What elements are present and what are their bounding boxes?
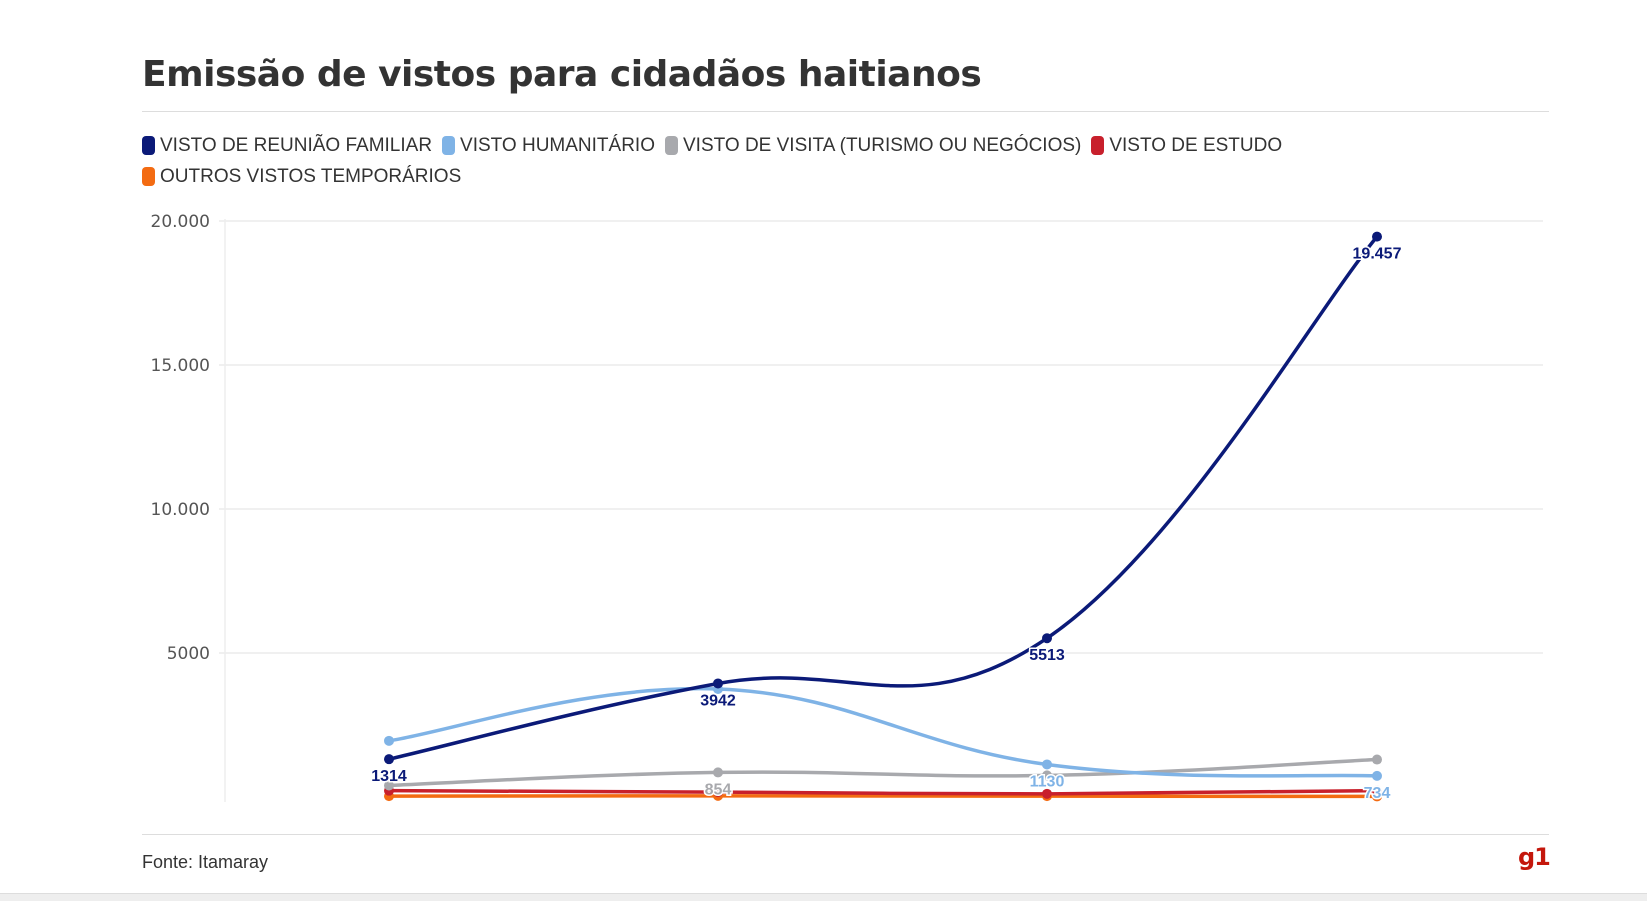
legend-label: VISTO DE ESTUDO: [1109, 135, 1283, 156]
y-tick-label: 20.000: [151, 212, 210, 232]
data-label: 19.457: [1353, 246, 1402, 263]
legend-item-reuniao-familiar[interactable]: VISTO DE REUNIÃO FAMILIAR: [142, 132, 432, 159]
legend-swatch-icon: [665, 136, 678, 155]
series-lines: [387, 234, 1379, 799]
legend-swatch-icon: [142, 167, 155, 186]
data-label: 734: [1364, 785, 1391, 802]
data-label: 1314: [371, 768, 407, 785]
legend-item-humanitario[interactable]: VISTO HUMANITÁRIO: [442, 132, 655, 159]
data-point[interactable]: [1042, 633, 1052, 644]
legend-swatch-icon: [142, 136, 155, 155]
legend-swatch-icon: [442, 136, 456, 155]
data-point[interactable]: [1372, 231, 1382, 242]
data-point[interactable]: [713, 787, 723, 798]
legend-swatch-icon: [1091, 136, 1105, 155]
data-point[interactable]: [713, 767, 723, 778]
data-labels: 1314 3942 5513 19.457 1130 734 854: [370, 244, 1403, 803]
grid: [219, 219, 1543, 802]
data-label: 3942: [700, 692, 736, 709]
legend-label: VISTO DE VISITA (TURISMO OU NEGÓCIOS): [683, 135, 1082, 156]
legend-label: VISTO DE REUNIÃO FAMILIAR: [160, 135, 433, 156]
bottom-bar: [0, 893, 1647, 901]
y-tick-label: 10.000: [151, 500, 210, 520]
data-point[interactable]: [1372, 754, 1382, 765]
data-label: 5513: [1029, 647, 1065, 664]
data-points: [384, 231, 1382, 802]
data-point[interactable]: [713, 678, 723, 689]
series-line-0: [387, 234, 1379, 761]
legend-label: OUTROS VISTOS TEMPORÁRIOS: [160, 166, 462, 187]
footer-divider: [142, 834, 1549, 835]
line-chart: 5000 10.000 15.000 20.000 1314 3942 5513 19.45…: [151, 212, 1543, 803]
legend: VISTO DE REUNIÃO FAMILIAR VISTO HUMANITÁ…: [142, 132, 1542, 194]
data-point[interactable]: [1042, 788, 1052, 799]
data-point[interactable]: [1372, 785, 1382, 796]
series-line-3: [387, 788, 1379, 796]
data-label: 854: [705, 781, 732, 798]
series-line-4: [387, 794, 1379, 799]
legend-item-estudo[interactable]: VISTO DE ESTUDO: [1091, 132, 1282, 159]
legend-item-visita[interactable]: VISTO DE VISITA (TURISMO OU NEGÓCIOS): [665, 132, 1081, 159]
chart-title: Emissão de vistos para cidadãos haitiano…: [142, 54, 982, 95]
title-divider: [142, 111, 1549, 112]
y-tick-label: 15.000: [151, 356, 210, 376]
y-tick-label: 5000: [167, 644, 210, 664]
data-point[interactable]: [384, 735, 394, 746]
g1-logo: g1: [1518, 843, 1551, 871]
series-line-1: [387, 686, 1379, 778]
source-note: Fonte: Itamaray: [142, 852, 269, 872]
legend-label: VISTO HUMANITÁRIO: [460, 135, 655, 156]
data-point[interactable]: [384, 754, 394, 765]
data-point[interactable]: [1372, 770, 1382, 781]
data-point[interactable]: [1042, 770, 1052, 781]
series-line-2: [387, 757, 1379, 788]
y-axis: 5000 10.000 15.000 20.000: [151, 212, 210, 664]
data-label: 1130: [1030, 773, 1065, 790]
data-point[interactable]: [384, 780, 394, 791]
data-point[interactable]: [1042, 759, 1052, 770]
legend-item-outros-temporarios[interactable]: OUTROS VISTOS TEMPORÁRIOS: [142, 163, 461, 190]
